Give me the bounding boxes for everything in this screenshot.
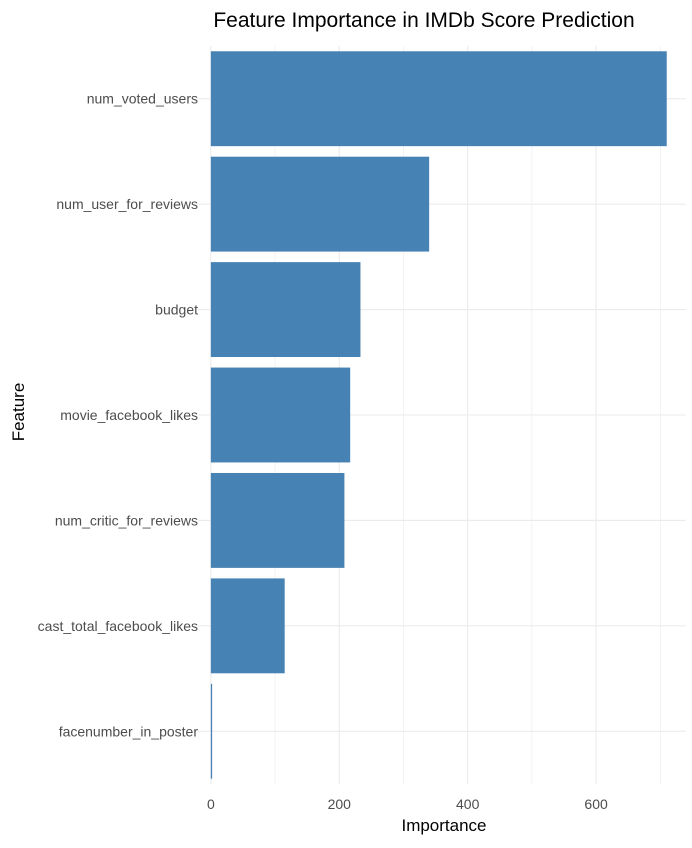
y-tick-labels: num_voted_users num_user_for_reviewsbudge… [38, 91, 199, 740]
bar-budget [210, 262, 361, 358]
x-axis-title: Importance [401, 816, 486, 835]
x-tick-label: 600 [584, 796, 608, 812]
y-tick-label: num_user_for_reviews [56, 196, 198, 212]
bars-layer [210, 51, 667, 779]
x-tick-label: 0 [207, 796, 215, 812]
bar-num-critic-for-reviews [210, 472, 345, 568]
bar-movie-facebook-likes [210, 367, 351, 463]
bar-num-voted-users [210, 51, 667, 147]
bar-facenumber-in-poster [210, 683, 213, 779]
bar-num-user-for-reviews [210, 156, 430, 252]
y-axis-title: Feature [9, 383, 28, 442]
x-tick-labels: 0 200 400 600 [207, 796, 608, 812]
chart-title: Feature Importance in IMDb Score Predict… [213, 9, 634, 32]
y-tick-label: facenumber_in_poster [59, 723, 199, 739]
y-tick-label: movie_facebook_likes [60, 407, 198, 423]
y-tick-label: num_voted_users [87, 91, 198, 107]
y-tick-label: cast_total_facebook_likes [38, 618, 198, 634]
x-tick-label: 200 [328, 796, 352, 812]
x-tick-label: 400 [456, 796, 480, 812]
bar-cast-total-facebook-likes [210, 578, 285, 674]
y-tick-label: num_critic_for_reviews [55, 512, 198, 528]
y-tick-label: budget [155, 302, 198, 318]
